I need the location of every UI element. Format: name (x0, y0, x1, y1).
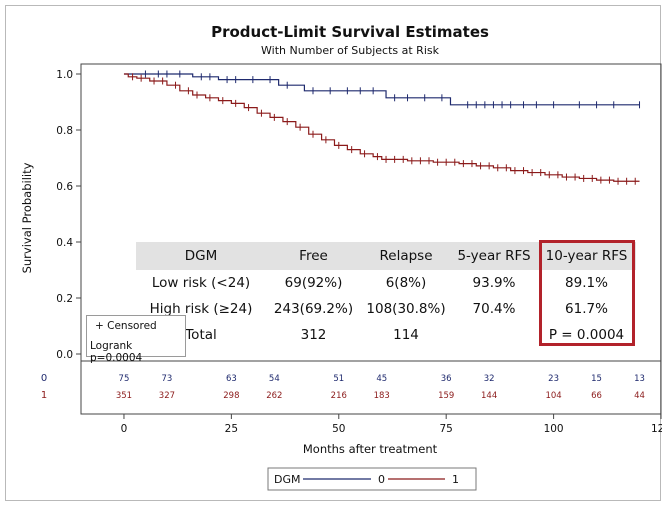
legend-label-1: 1 (452, 473, 459, 486)
at-risk-count: 216 (331, 391, 347, 401)
at-risk-count: 13 (634, 374, 645, 384)
y-tick-label: 0.2 (56, 293, 73, 305)
at-risk-count: 63 (226, 374, 237, 384)
x-tick-label: 75 (439, 423, 452, 435)
at-risk-group-label: 1 (41, 390, 47, 401)
at-risk-count: 15 (591, 374, 602, 384)
y-tick-label: 0.8 (56, 125, 73, 137)
y-axis-label: Survival Probability (20, 162, 34, 273)
table-cell: 312 (266, 322, 361, 348)
legend-title: DGM (274, 473, 301, 486)
x-tick-label: 25 (225, 423, 238, 435)
at-risk-count: 298 (223, 391, 239, 401)
x-tick-label: 0 (121, 423, 128, 435)
table-cell: 114 (361, 322, 451, 348)
table-cell: Low risk (<24) (136, 270, 266, 296)
at-risk-count: 36 (441, 374, 452, 384)
at-risk-count: 75 (119, 374, 130, 384)
at-risk-count: 45 (376, 374, 387, 384)
table-cell: 69(92%) (266, 270, 361, 296)
summary-header-cell: Relapse (361, 242, 451, 270)
at-risk-count: 159 (438, 391, 454, 401)
at-risk-count: 23 (548, 374, 559, 384)
at-risk-group-label: 0 (41, 373, 47, 384)
table-cell: 108(30.8%) (361, 296, 451, 322)
at-risk-count: 262 (266, 391, 282, 401)
survival-curves (123, 70, 641, 185)
summary-header-cell: 10-year RFS (537, 242, 636, 270)
at-risk-count: 32 (484, 374, 495, 384)
table-cell: P = 0.0004 (537, 322, 636, 348)
at-risk-count: 327 (159, 391, 175, 401)
x-axis-label: Months after treatment (303, 442, 438, 456)
legend-label-0: 0 (378, 473, 385, 486)
at-risk-count: 54 (269, 374, 280, 384)
summary-header-cell: Free (266, 242, 361, 270)
at-risk-count: 73 (162, 374, 173, 384)
summary-table: DGM Free Relapse 5-year RFS 10-year RFS … (136, 242, 636, 348)
at-risk-count: 66 (591, 391, 602, 401)
chart-title: Product-Limit Survival Estimates (211, 23, 489, 41)
table-row: Low risk (<24) 69(92%) 6(8%) 93.9% 89.1% (136, 270, 636, 296)
logrank-label: Logrank p=0.0004 (90, 340, 143, 364)
table-cell: 89.1% (537, 270, 636, 296)
bottom-legend: DGM 0 1 (267, 467, 477, 491)
table-cell: 70.4% (451, 296, 537, 322)
x-axis-ticks: 0 25 50 75 100 125 (121, 414, 668, 435)
censored-logrank-legend: + Censored Logrank p=0.0004 (86, 315, 186, 364)
at-risk-count: 144 (481, 391, 497, 401)
chart-subtitle: With Number of Subjects at Risk (261, 44, 440, 57)
summary-header-cell: 5-year RFS (451, 242, 537, 270)
y-tick-label: 0.0 (56, 349, 73, 361)
summary-header-row: DGM Free Relapse 5-year RFS 10-year RFS (136, 242, 636, 270)
series-line-1 (123, 73, 640, 182)
plot-area (80, 63, 662, 415)
table-cell: 243(69.2%) (266, 296, 361, 322)
at-risk-count: 183 (374, 391, 390, 401)
at-risk-count: 104 (545, 391, 561, 401)
at-risk-count: 44 (634, 391, 645, 401)
at-risk-count: 351 (116, 391, 132, 401)
x-tick-label: 125 (651, 423, 662, 435)
x-tick-label: 50 (332, 423, 345, 435)
table-row: Total 312 114 P = 0.0004 (136, 322, 636, 348)
at-risk-count: 51 (333, 374, 344, 384)
legend-box (267, 467, 477, 491)
summary-header-cell: DGM (136, 242, 266, 270)
table-cell (451, 322, 537, 348)
y-tick-label: 0.6 (56, 181, 73, 193)
table-cell: 61.7% (537, 296, 636, 322)
table-row: High risk (≥24) 243(69.2%) 108(30.8%) 70… (136, 296, 636, 322)
table-cell: 93.9% (451, 270, 537, 296)
y-axis-ticks: 0.0 0.2 0.4 0.6 0.8 1.0 (56, 69, 81, 361)
survival-chart: Product-Limit Survival Estimates With Nu… (20, 23, 668, 491)
y-tick-label: 1.0 (56, 69, 73, 81)
at-risk-table: 0 75 73 63 54 51 45 36 32 23 15 13 1 351 327 298 262 216 1… (41, 373, 645, 401)
y-tick-label: 0.4 (56, 237, 73, 249)
table-cell: 6(8%) (361, 270, 451, 296)
censored-label: + Censored (95, 320, 157, 332)
x-tick-label: 100 (544, 423, 564, 435)
